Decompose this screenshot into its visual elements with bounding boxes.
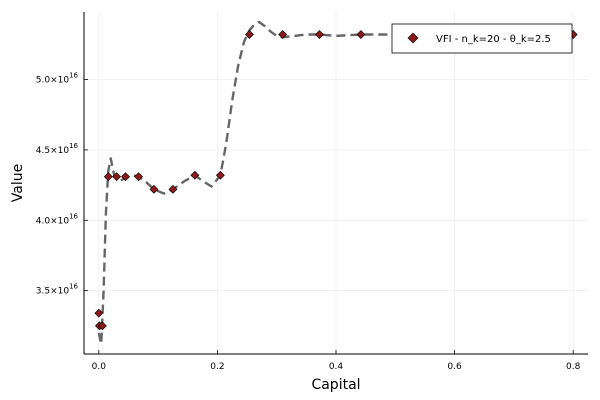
legend-marker <box>407 32 419 44</box>
legend-label: VFI - n_k=20 - θ_k=2.5 <box>436 34 551 45</box>
y-tick-label: 4.0×1016 <box>36 212 79 226</box>
data-point-marker <box>121 172 130 182</box>
grid-lines <box>84 12 588 354</box>
y-tick-label: 5.0×1016 <box>36 72 79 86</box>
data-point-marker <box>134 172 143 182</box>
x-tick-label: 0.0 <box>92 362 107 372</box>
data-markers <box>94 30 578 331</box>
y-axis-title: Value <box>10 164 26 202</box>
data-point-marker <box>356 30 366 39</box>
x-tick-label: 0.2 <box>210 362 224 372</box>
data-point-marker <box>245 30 254 39</box>
y-tick-label: 4.5×1016 <box>36 142 79 156</box>
legend-box <box>391 23 573 54</box>
x-axis-ticks: 0.0 0.2 0.4 0.6 0.8 <box>92 350 581 372</box>
x-tick-label: 0.8 <box>566 362 581 372</box>
y-tick-label: 3.5×1016 <box>36 283 79 297</box>
data-point-marker <box>168 184 178 194</box>
data-point-marker <box>215 170 225 180</box>
data-point-marker <box>314 30 324 39</box>
data-point-marker <box>112 172 122 182</box>
data-point-marker <box>278 30 288 39</box>
data-point-marker <box>97 321 107 331</box>
y-axis-ticks: 3.5×1016 4.0×1016 4.5×1016 5.0×1016 <box>36 72 88 297</box>
data-point-marker <box>149 184 159 194</box>
data-point-marker <box>94 308 104 318</box>
x-tick-label: 0.6 <box>447 362 462 372</box>
data-point-marker <box>190 170 200 180</box>
x-axis-title: Capital <box>311 377 360 393</box>
data-point-marker <box>103 172 113 182</box>
legend: VFI - n_k=20 - θ_k=2.5 <box>391 23 573 54</box>
x-tick-label: 0.4 <box>329 362 344 372</box>
